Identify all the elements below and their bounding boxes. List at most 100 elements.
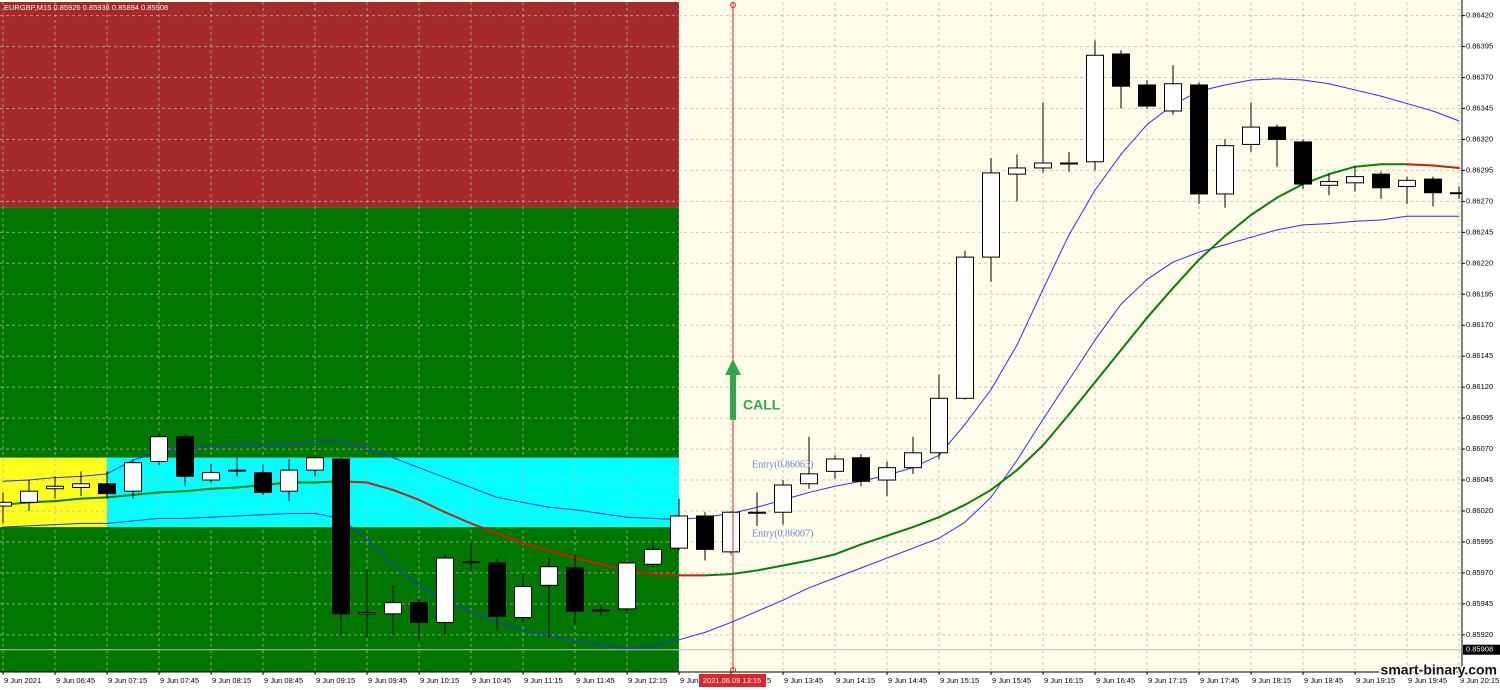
candle-body bbox=[774, 484, 792, 513]
price-axis bbox=[1462, 0, 1500, 690]
indicator-line bbox=[340, 441, 368, 449]
y-tick-label: 0.86145 bbox=[1466, 351, 1493, 360]
y-tick-label: 0.86370 bbox=[1466, 73, 1493, 82]
y-tick-label: 0.86345 bbox=[1466, 103, 1493, 112]
x-tick-label: 9 Jun 09:15 bbox=[316, 676, 355, 685]
candle-body bbox=[46, 485, 64, 490]
candle-body bbox=[1216, 145, 1234, 195]
indicator-line bbox=[964, 488, 992, 506]
x-tick-label: 9 Jun 17:15 bbox=[1148, 676, 1187, 685]
candle-body bbox=[228, 469, 246, 472]
candle-body bbox=[722, 511, 740, 553]
indicator-line bbox=[1302, 79, 1330, 85]
candle-body bbox=[176, 436, 194, 477]
x-tick-label: 9 Jun 08:45 bbox=[264, 676, 303, 685]
indicator-line bbox=[1224, 214, 1252, 238]
candle-body bbox=[826, 458, 844, 472]
indicator-line bbox=[1068, 339, 1096, 381]
y-tick-label: 0.86245 bbox=[1466, 227, 1493, 236]
x-tick-label: 9 Jun 10:15 bbox=[420, 676, 459, 685]
candle-body bbox=[306, 457, 324, 471]
y-tick-label: 0.86395 bbox=[1466, 42, 1493, 51]
indicator-line bbox=[574, 509, 602, 514]
indicator-line bbox=[1016, 288, 1044, 346]
indicator-line bbox=[1380, 95, 1408, 105]
indicator-line bbox=[1250, 78, 1278, 81]
candle-body bbox=[1190, 84, 1208, 195]
candle-body bbox=[878, 467, 896, 481]
indicator-line bbox=[652, 639, 680, 647]
x-tick-label: 9 Jun 15:15 bbox=[940, 676, 979, 685]
candle-body bbox=[280, 469, 298, 492]
y-tick-label: 0.86120 bbox=[1466, 382, 1493, 391]
indicator-line bbox=[548, 506, 576, 511]
indicator-line bbox=[834, 480, 862, 487]
x-tick-label: 9 Jun 06:45 bbox=[56, 676, 95, 685]
indicator-line bbox=[28, 524, 56, 527]
indicator-line bbox=[1198, 235, 1226, 261]
x-tick-label: 9 Jun 08:15 bbox=[212, 676, 251, 685]
y-tick-label: 0.86195 bbox=[1466, 289, 1493, 298]
indicator-line bbox=[1094, 153, 1122, 191]
y-tick-label: 0.86320 bbox=[1466, 134, 1493, 143]
indicator-line bbox=[184, 487, 212, 493]
candle-body bbox=[488, 562, 506, 617]
indicator-line bbox=[1276, 183, 1304, 199]
x-tick-label: 9 Jun 18:15 bbox=[1252, 676, 1291, 685]
y-tick-label: 0.86020 bbox=[1466, 506, 1493, 515]
indicator-line bbox=[1120, 124, 1148, 155]
candle-body bbox=[1346, 176, 1364, 184]
x-tick-label: 9 Jun 16:45 bbox=[1096, 676, 1135, 685]
indicator-line bbox=[1328, 83, 1356, 91]
indicator-line bbox=[1120, 278, 1148, 305]
indicator-line bbox=[1354, 89, 1382, 97]
crosshair-time-box bbox=[699, 674, 766, 687]
indicator-line bbox=[860, 534, 888, 546]
candle-body bbox=[462, 561, 480, 564]
indicator-line bbox=[1172, 251, 1200, 263]
indicator-line bbox=[522, 629, 550, 637]
indicator-line bbox=[496, 532, 524, 545]
indicator-line bbox=[1276, 224, 1304, 231]
candle-body bbox=[358, 612, 376, 615]
indicator-line bbox=[600, 644, 628, 649]
candle-body bbox=[644, 548, 662, 565]
indicator-line bbox=[834, 543, 862, 556]
indicator-line bbox=[600, 512, 628, 518]
x-tick-label: 9 Jun 15:45 bbox=[992, 676, 1031, 685]
y-tick-label: 0.85920 bbox=[1466, 630, 1493, 639]
x-tick-label: 9 Jun 11:15 bbox=[524, 676, 563, 685]
x-tick-label: 9 Jun 10:45 bbox=[472, 676, 511, 685]
indicator-line bbox=[990, 344, 1018, 391]
candle-body bbox=[852, 457, 870, 482]
indicator-line bbox=[1406, 163, 1434, 167]
indicator-line bbox=[574, 640, 602, 646]
indicator-line bbox=[1328, 165, 1356, 176]
candle-body bbox=[254, 472, 272, 493]
indicator-line bbox=[626, 516, 654, 519]
y-tick-label: 0.86095 bbox=[1466, 413, 1493, 422]
indicator-line bbox=[418, 467, 446, 479]
indicator-line bbox=[210, 515, 238, 518]
candle-body bbox=[124, 462, 142, 492]
indicator-line bbox=[912, 537, 940, 549]
indicator-line bbox=[366, 481, 394, 491]
indicator-line bbox=[1328, 220, 1356, 225]
indicator-line bbox=[626, 645, 654, 649]
indicator-line bbox=[912, 516, 940, 529]
indicator-line bbox=[1146, 261, 1174, 280]
indicator-line bbox=[418, 498, 446, 514]
candle-body bbox=[618, 562, 636, 610]
zone bbox=[107, 457, 679, 528]
call-arrow bbox=[725, 359, 741, 420]
indicator-line bbox=[2, 525, 30, 528]
indicator-line bbox=[288, 441, 316, 445]
symbol-header: EURGBP,M15 0.85926 0.85936 0.85894 0.859… bbox=[4, 3, 168, 12]
indicator-line bbox=[782, 587, 810, 601]
indicator-line bbox=[808, 577, 836, 589]
indicator-line bbox=[548, 549, 576, 560]
candle-body bbox=[592, 609, 610, 612]
candle-body bbox=[1398, 179, 1416, 188]
